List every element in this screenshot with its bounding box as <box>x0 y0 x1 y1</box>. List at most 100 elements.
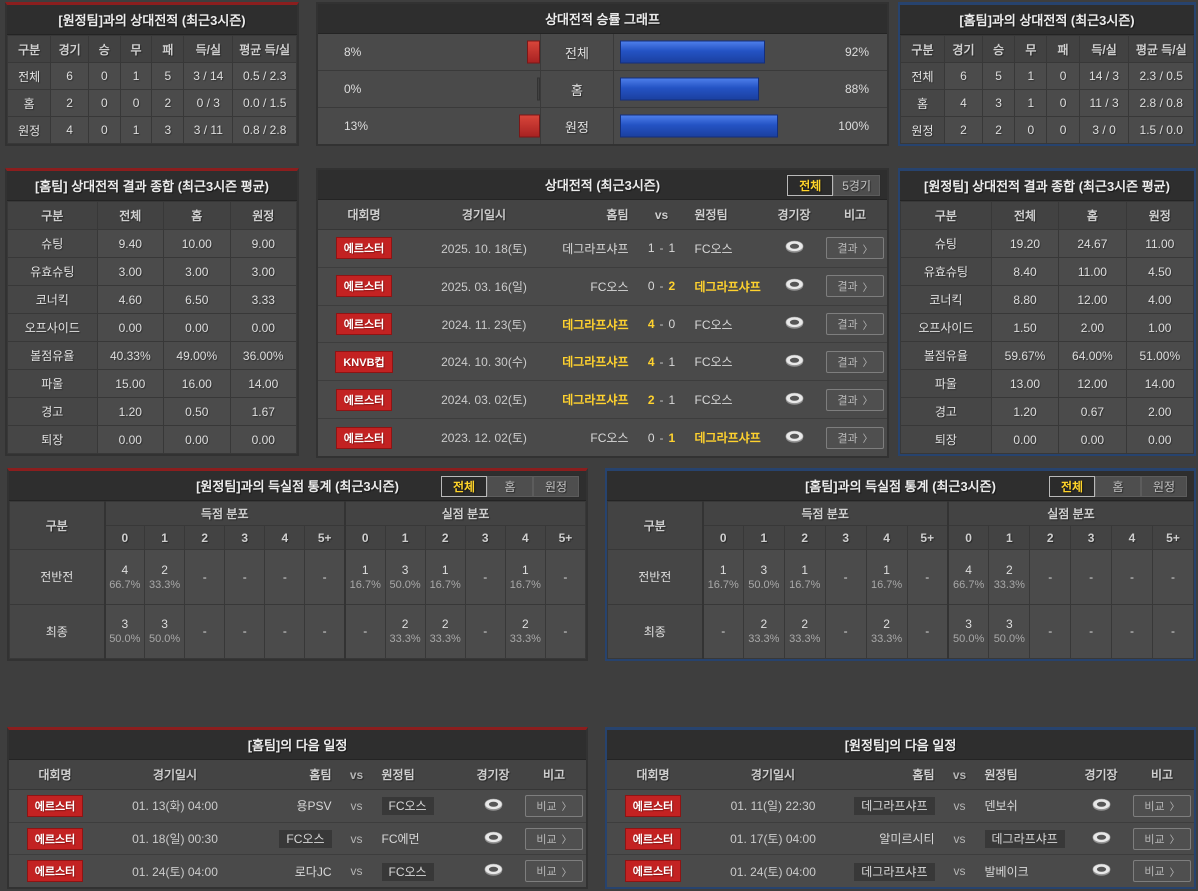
dist-cell: - <box>224 603 266 659</box>
goals-home-tab-0[interactable]: 전체 <box>1049 476 1095 497</box>
table-cell: 0.00 <box>96 313 165 342</box>
stadium-icon[interactable] <box>483 797 504 815</box>
result-button[interactable]: 결과 〉 <box>826 313 884 336</box>
schedule-home-table: 대회명 경기일시 홈팀 vs 원정팀 경기장 비고 에르스터 01. 13(화) 04:00 용P… <box>9 760 586 887</box>
header-col-5+: 5+ <box>906 525 949 550</box>
header-col-3: 3 <box>224 525 266 550</box>
dist-percent: 66.7% <box>109 578 141 591</box>
away-team-name: 덴보쉬 <box>984 799 1018 814</box>
header-col-4: 4 <box>865 525 908 550</box>
dist-percent: 33.3% <box>748 633 780 646</box>
compare-button[interactable]: 비교 〉 <box>525 827 583 850</box>
stat-table: 구분 전체 홈 원정 슈팅 9.40 10.00 9.00 유효슈팅 3.00 3.00 3.00 코너… <box>7 201 298 454</box>
note-cell: 비교 〉 <box>522 794 586 817</box>
header-away: 원정팀 <box>984 768 1018 782</box>
stadium-icon[interactable] <box>784 239 805 257</box>
compare-button[interactable]: 비교 〉 <box>525 860 583 883</box>
table-cell: 6.50 <box>163 285 231 314</box>
away-team: 발베이크 <box>985 863 1073 880</box>
table-cell: 0.00 <box>229 425 298 454</box>
dist-cell: 1 16.7% <box>865 549 908 605</box>
stadium-icon[interactable] <box>784 429 805 447</box>
row-label: 원정 <box>6 116 52 144</box>
venue-cell <box>1072 862 1130 880</box>
goals-home-tab-2[interactable]: 원정 <box>1141 476 1187 497</box>
dist-cell: - <box>544 603 587 659</box>
compare-button[interactable]: 비교 〉 <box>1133 794 1191 817</box>
goals-home-tab-1[interactable]: 홈 <box>1095 476 1141 497</box>
panel-winrate-chart: 상대전적 승률 그래프 8% 전체 92% 0% 홈 88% 13% 원정 100% <box>316 2 889 146</box>
dist-cell: - <box>1070 603 1113 659</box>
panel-h2h: 상대전적 (최근3시즌) 전체 5경기 대회명 경기일시 홈팀 vs 원정팀 경기장 비고 에르… <box>316 168 889 458</box>
h2h-title-text: 상대전적 (최근3시즌) <box>544 178 661 193</box>
note-cell: 비교 〉 <box>1130 827 1194 850</box>
league-badge: 에르스터 <box>335 237 393 260</box>
stadium-icon[interactable] <box>784 391 805 409</box>
h2h-tab-0[interactable]: 전체 <box>787 175 834 196</box>
league-cell: 에르스터 <box>607 827 699 850</box>
goals-away-tab-1[interactable]: 홈 <box>487 476 533 497</box>
header-col-5+: 5+ <box>304 525 346 550</box>
header-note: 비고 <box>1150 768 1174 782</box>
dist-count: 1 <box>801 562 809 577</box>
header-group-label: 구분 <box>9 501 105 550</box>
result-button[interactable]: 결과 〉 <box>826 350 884 373</box>
match-date: 2024. 03. 02(토) <box>441 393 527 408</box>
home-team: FC오스 <box>249 830 332 848</box>
stadium-icon[interactable] <box>483 830 504 848</box>
stadium-icon[interactable] <box>784 277 805 295</box>
compare-button[interactable]: 비교 〉 <box>525 794 583 817</box>
dist-count: 2 <box>441 617 449 632</box>
row-label: 퇴장 <box>900 425 992 454</box>
match-row: 에르스터 2025. 10. 18(토) 데그라프샤프 1-1 FC오스 결과 〉 <box>318 230 887 268</box>
stadium-icon[interactable] <box>1091 830 1112 848</box>
compare-button[interactable]: 비교 〉 <box>1133 827 1191 850</box>
home-team: 데그라프샤프 <box>847 862 935 881</box>
stadium-icon[interactable] <box>1091 862 1112 880</box>
away-team: 덴보쉬 <box>985 797 1073 814</box>
header-teams: 홈팀 vs 원정팀 <box>249 766 464 783</box>
dist-cell: 2 33.3% <box>742 603 785 659</box>
win-bar <box>620 77 759 101</box>
row-label: 전체 <box>6 62 52 90</box>
table-row: 홈 4 3 1 0 11 / 3 2.8 / 0.8 <box>900 89 1194 117</box>
vs-label: vs <box>350 864 363 879</box>
league-cell: 에르스터 <box>9 827 101 850</box>
table-row: 유효슈팅 3.00 3.00 3.00 <box>7 257 298 286</box>
winrate-chart: 8% 전체 92% 0% 홈 88% 13% 원정 100% <box>318 34 887 144</box>
score-dash: - <box>659 354 664 369</box>
stadium-icon[interactable] <box>483 862 504 880</box>
dist-cell: 3 50.0% <box>742 549 785 605</box>
note-cell: 비교 〉 <box>1130 794 1194 817</box>
stat-table: 구분 전체 홈 원정 슈팅 19.20 24.67 11.00 유효슈팅 8.40 11.00 4.5… <box>900 201 1195 454</box>
away-score: 1 <box>668 392 676 407</box>
home-team-name: 용PSV <box>296 799 332 814</box>
goals-vs-home-table: 구분 득점 분포 실점 분포 0 1 2 3 4 5+ 0 1 2 3 4 5+ 전반전 1 16.7% 3 50.0… <box>607 501 1195 659</box>
header-col-4: 4 <box>1111 525 1153 550</box>
dist-percent: 33.3% <box>870 633 903 646</box>
table-cell: 3.33 <box>229 285 298 314</box>
win-bar-area: 100% <box>614 108 887 144</box>
result-button[interactable]: 결과 〉 <box>826 426 884 449</box>
result-button[interactable]: 결과 〉 <box>826 275 884 298</box>
goals-away-tab-0[interactable]: 전체 <box>441 476 487 497</box>
dist-percent: 33.3% <box>389 633 421 646</box>
column-header: 승 <box>87 35 121 63</box>
result-button[interactable]: 결과 〉 <box>826 237 884 260</box>
dist-count: 1 <box>361 562 369 577</box>
result-button[interactable]: 결과 〉 <box>826 388 884 411</box>
goals-away-tab-2[interactable]: 원정 <box>533 476 579 497</box>
table-row: 볼점유율 40.33% 49.00% 36.00% <box>7 341 298 370</box>
header-home: 홈팀 <box>309 768 332 782</box>
league-cell: 에르스터 <box>9 794 101 817</box>
stadium-icon[interactable] <box>784 353 805 371</box>
table-header-row: 구분 경기 승 무 패 득/실 평균 득/실 <box>900 35 1194 63</box>
table-cell: 1.00 <box>1125 313 1195 342</box>
compare-button[interactable]: 비교 〉 <box>1133 860 1191 883</box>
stadium-icon[interactable] <box>784 315 805 333</box>
dist-cell: 1 16.7% <box>343 549 386 605</box>
stadium-icon[interactable] <box>1091 797 1112 815</box>
table-cell: 2.8 / 0.8 <box>1128 89 1194 117</box>
note-button-label: 비교 <box>536 866 557 879</box>
h2h-tab-1[interactable]: 5경기 <box>833 175 880 196</box>
